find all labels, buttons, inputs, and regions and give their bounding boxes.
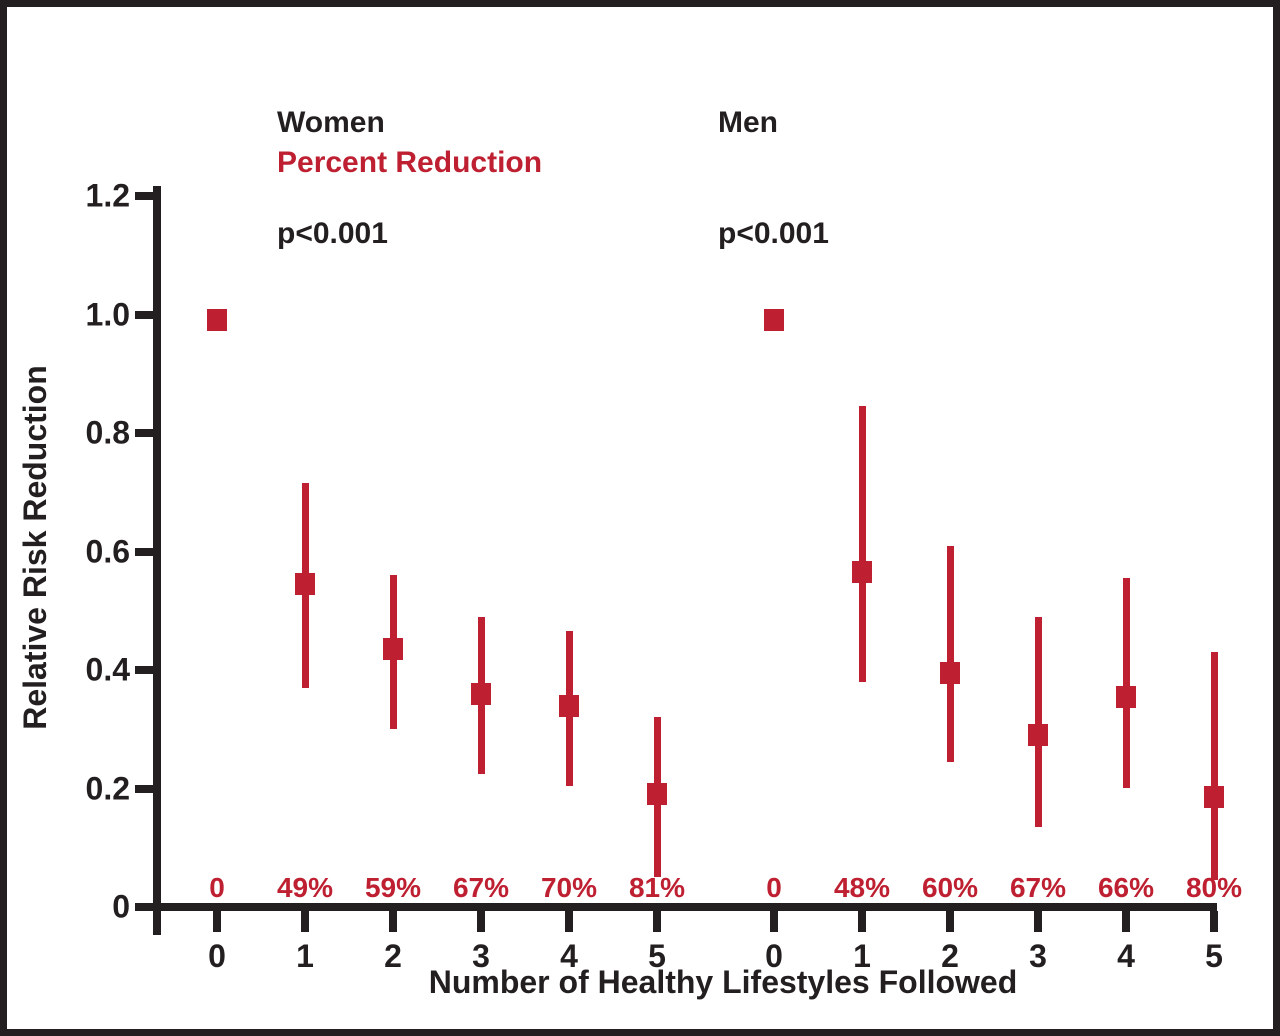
percent-reduction-value: 66% (1097, 872, 1155, 903)
x-tick (477, 911, 485, 932)
y-tick-label: 1.2 (85, 177, 130, 214)
men-group-header: Men p<0.001 (718, 30, 829, 326)
data-point-marker (471, 682, 491, 705)
y-tick-label: 0.4 (85, 651, 130, 688)
data-point-marker (295, 573, 315, 596)
data-point-marker (1204, 786, 1224, 809)
x-tick (1122, 911, 1130, 932)
y-tick-label: 0 (112, 888, 130, 925)
y-tick (135, 547, 157, 556)
x-axis-spine (141, 903, 1217, 911)
data-point-marker (764, 309, 784, 332)
y-axis-spine (153, 186, 161, 935)
x-tick (1210, 911, 1218, 932)
x-tick-label: 1 (296, 938, 314, 974)
error-bar (1034, 616, 1042, 827)
y-tick-label: 0.8 (85, 414, 130, 451)
y-tick (135, 192, 157, 200)
x-tick-label: 4 (560, 938, 578, 974)
percent-reduction-value: 67% (452, 872, 510, 903)
y-tick-label: 0.6 (85, 533, 130, 569)
percent-reduction-value: 59% (364, 872, 422, 903)
error-bar (1210, 652, 1218, 881)
data-point-marker (559, 694, 579, 717)
x-tick-label: 5 (648, 938, 666, 974)
data-point-marker (383, 638, 403, 661)
x-tick (770, 911, 778, 932)
x-tick-label: 0 (765, 938, 783, 974)
x-tick (389, 911, 397, 932)
women-group-header: Women p<0.001 (277, 30, 388, 326)
percent-reduction-value: 60% (921, 872, 979, 903)
x-tick-label: 0 (208, 938, 226, 974)
x-tick (565, 911, 573, 932)
x-tick-label: 2 (941, 938, 959, 974)
percent-reduction-value: 0 (209, 872, 225, 903)
error-bar (858, 406, 866, 682)
data-point-marker (940, 661, 960, 684)
women-title: Women (277, 106, 385, 139)
data-point-marker (1028, 724, 1048, 747)
data-point-marker (1116, 685, 1136, 708)
x-tick-label: 3 (472, 938, 490, 974)
x-tick-label: 3 (1029, 938, 1047, 974)
y-tick-label: 0.2 (85, 770, 130, 806)
men-p-value: p<0.001 (718, 217, 829, 250)
x-tick-label: 1 (853, 938, 871, 974)
percent-reduction-value: 0 (766, 872, 782, 903)
women-p-value: p<0.001 (277, 217, 388, 250)
data-point-marker (647, 783, 667, 806)
x-tick-label: 5 (1205, 938, 1223, 974)
percent-reduction-value: 70% (540, 872, 598, 903)
percent-reduction-value: 67% (1009, 872, 1067, 903)
percent-reduction-value: 48% (833, 872, 891, 903)
x-tick-label: 4 (1117, 938, 1135, 974)
x-tick (1034, 911, 1042, 932)
data-point-marker (852, 561, 872, 584)
x-tick (653, 911, 661, 932)
x-tick (858, 911, 866, 932)
error-bar (1122, 578, 1130, 789)
error-bar (946, 545, 954, 762)
y-tick (135, 310, 157, 319)
data-point-marker (207, 309, 227, 332)
y-tick (135, 666, 157, 674)
x-tick (946, 911, 954, 932)
x-axis-title: Number of Healthy Lifestyles Followed (428, 964, 1018, 1000)
x-tick (213, 911, 221, 932)
men-title: Men (718, 106, 778, 139)
percent-reduction-header: Percent Reduction (277, 146, 543, 179)
y-tick (135, 903, 157, 911)
y-tick (135, 429, 157, 437)
x-tick-label: 2 (384, 938, 402, 974)
y-tick (135, 784, 157, 793)
y-tick-label: 1.0 (85, 296, 130, 332)
x-tick (301, 911, 309, 932)
percent-reduction-value: 49% (276, 872, 334, 903)
